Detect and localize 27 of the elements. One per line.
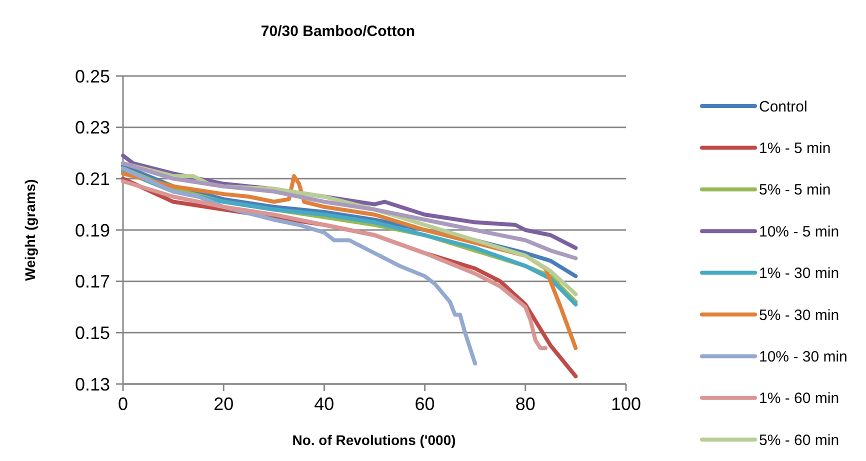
legend-label: 1% - 5 min	[759, 140, 831, 157]
legend-label: 5% - 5 min	[759, 182, 831, 199]
legend-label: 5% - 60 min	[759, 432, 840, 449]
legend-label: 1% - 60 min	[759, 390, 840, 408]
line-series	[121, 166, 478, 366]
y-tick-label: 0.15	[74, 322, 110, 343]
y-tick-label: 0.13	[74, 374, 110, 394]
y-tick-label: 0.19	[74, 220, 110, 240]
y-tick-label: 0.21	[74, 168, 110, 189]
x-tick-label: 100	[610, 394, 642, 414]
legend-label: Control	[759, 98, 808, 116]
line-series	[121, 161, 578, 260]
y-tick-label: 0.25	[74, 66, 110, 86]
x-tick-label: 20	[214, 394, 234, 414]
legend-label: 5% - 30 min	[759, 306, 840, 324]
x-tick-label: 0	[118, 394, 128, 414]
x-tick-label: 80	[515, 394, 536, 414]
y-axis-title: Weight (grams)	[22, 179, 38, 281]
legend-label: 10% - 30 min	[759, 348, 848, 366]
y-tick-label: 0.23	[74, 118, 110, 138]
chart-title: 70/30 Bamboo/Cotton	[260, 23, 416, 40]
x-tick-label: 60	[414, 394, 435, 414]
x-tick-label: 40	[314, 394, 334, 414]
y-tick-label: 0.17	[74, 272, 110, 292]
x-axis-title: No. of Revolutions ('000)	[292, 432, 456, 448]
legend-label: 10% - 5 min	[759, 223, 840, 240]
legend-label: 1% - 30 min	[759, 265, 840, 282]
